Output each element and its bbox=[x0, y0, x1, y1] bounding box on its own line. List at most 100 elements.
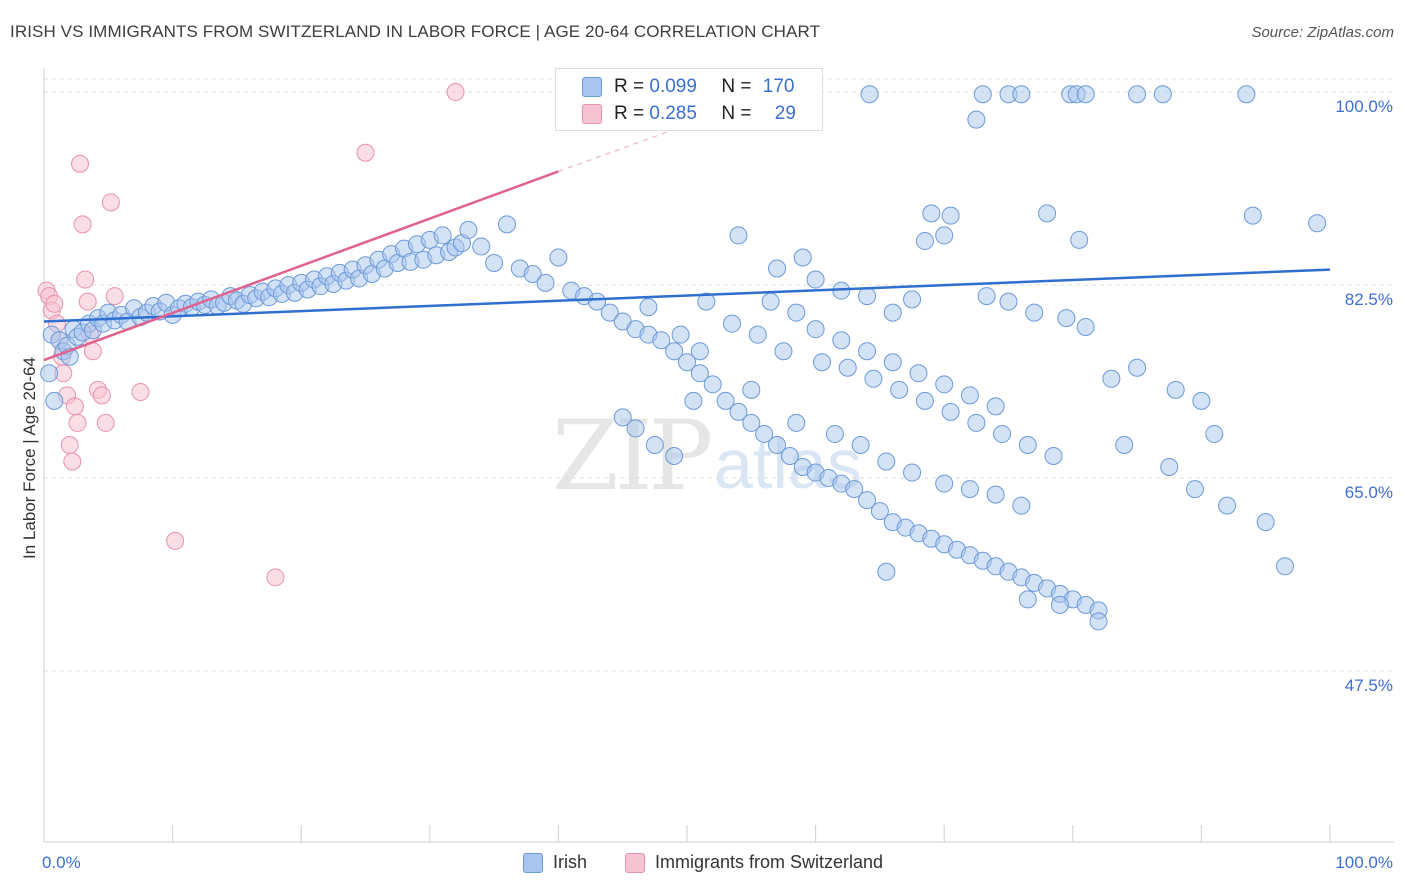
irish-point bbox=[1205, 424, 1224, 443]
irish-point bbox=[768, 435, 787, 454]
irish-point bbox=[1050, 595, 1069, 614]
swiss-point bbox=[446, 83, 465, 102]
irish-point bbox=[690, 364, 709, 383]
swiss-trend-line bbox=[43, 170, 559, 362]
legend-item-irish: Irish bbox=[523, 852, 587, 873]
source-label: Source: ZipAtlas.com bbox=[1251, 24, 1394, 41]
y-tick-label: 100.0% bbox=[1335, 97, 1393, 116]
n-label: N = bbox=[721, 76, 752, 97]
trend-lines bbox=[43, 110, 1331, 362]
irish-point bbox=[723, 314, 742, 333]
swiss-point bbox=[131, 383, 150, 402]
swiss-point bbox=[166, 531, 185, 550]
irish-point bbox=[485, 254, 504, 272]
tick-labels: 47.5% 65.0% 82.5% 100.0% 0.0% 100.0% bbox=[42, 97, 1393, 872]
irish-point bbox=[973, 85, 992, 104]
irish-point bbox=[1012, 85, 1031, 104]
r-label: R = bbox=[614, 76, 645, 97]
irish-point bbox=[935, 226, 954, 245]
irish-point bbox=[858, 491, 877, 510]
irish-point bbox=[1038, 204, 1057, 223]
irish-point bbox=[1018, 590, 1037, 609]
swiss-point bbox=[45, 294, 64, 313]
swiss-point bbox=[92, 386, 111, 405]
axes bbox=[43, 68, 1394, 843]
irish-point bbox=[986, 485, 1005, 504]
irish-point bbox=[587, 292, 606, 311]
x-tick-label-end: 100.0% bbox=[1335, 853, 1393, 872]
swiss-point bbox=[101, 193, 120, 212]
irish-point bbox=[774, 342, 793, 361]
irish-point bbox=[472, 237, 491, 256]
r-label: R = bbox=[614, 103, 645, 124]
irish-point bbox=[742, 413, 761, 432]
irish-point bbox=[600, 303, 619, 322]
swiss-point bbox=[96, 413, 115, 432]
irish-point bbox=[1308, 214, 1327, 233]
irish-point bbox=[960, 480, 979, 499]
irish-point bbox=[684, 391, 703, 410]
irish-point bbox=[1115, 435, 1134, 454]
irish-point bbox=[665, 447, 684, 465]
irish-point bbox=[1102, 369, 1121, 388]
irish-point bbox=[1153, 85, 1172, 104]
irish-point bbox=[858, 287, 877, 306]
irish-point bbox=[915, 391, 934, 410]
chart-title: IRISH VS IMMIGRANTS FROM SWITZERLAND IN … bbox=[10, 22, 821, 41]
irish-point bbox=[993, 424, 1012, 443]
irish-point bbox=[941, 402, 960, 421]
irish-point bbox=[716, 391, 735, 410]
irish-points-group bbox=[40, 85, 1327, 631]
irish-point bbox=[1128, 85, 1147, 104]
irish-point bbox=[1160, 458, 1179, 477]
irish-point bbox=[903, 290, 922, 309]
irish-point bbox=[864, 369, 883, 388]
swiss-point bbox=[60, 435, 79, 454]
swiss-point bbox=[63, 452, 82, 471]
irish-point bbox=[1243, 206, 1262, 225]
irish-trend-line bbox=[43, 268, 1331, 323]
irish-point bbox=[787, 303, 806, 322]
irish-point bbox=[960, 386, 979, 405]
irish-point bbox=[742, 380, 761, 399]
irish-point bbox=[986, 397, 1005, 416]
irish-point bbox=[536, 273, 555, 292]
irish-point bbox=[1128, 358, 1147, 377]
stats-row-swiss: R = 0.285 N = 29 bbox=[582, 101, 796, 127]
irish-point bbox=[860, 85, 879, 104]
swiss-point bbox=[266, 568, 285, 587]
irish-point bbox=[549, 248, 568, 267]
irish-point bbox=[1076, 85, 1095, 104]
irish-point bbox=[977, 287, 996, 306]
irish-point bbox=[1218, 496, 1237, 515]
stats-legend: R = 0.099 N = 170 R = 0.285 N = 29 bbox=[555, 68, 823, 131]
irish-legend-swatch bbox=[523, 852, 543, 873]
r-value: 0.099 bbox=[649, 76, 697, 97]
irish-point bbox=[613, 408, 632, 427]
r-value: 0.285 bbox=[649, 103, 697, 124]
watermark-zip: ZIP bbox=[552, 400, 713, 512]
irish-point bbox=[935, 474, 954, 493]
irish-point bbox=[697, 292, 716, 311]
bottom-legend: Irish Immigrants from Switzerland bbox=[0, 852, 1406, 878]
n-value: 29 bbox=[774, 103, 796, 124]
swiss-point bbox=[71, 154, 90, 173]
swiss-point bbox=[73, 215, 92, 234]
irish-point bbox=[806, 270, 825, 289]
swiss-point bbox=[68, 413, 87, 432]
irish-point bbox=[883, 353, 902, 372]
irish-point bbox=[851, 435, 870, 454]
irish-point bbox=[793, 248, 812, 267]
swiss-point bbox=[105, 287, 124, 306]
irish-point bbox=[1192, 391, 1211, 410]
irish-swatch bbox=[582, 77, 602, 97]
legend-label-swiss: Immigrants from Switzerland bbox=[655, 852, 884, 872]
irish-point bbox=[922, 204, 941, 223]
irish-point bbox=[1256, 513, 1275, 532]
irish-point bbox=[909, 364, 928, 383]
irish-point bbox=[761, 292, 780, 311]
irish-point bbox=[967, 110, 986, 129]
irish-point bbox=[433, 226, 452, 245]
irish-point bbox=[1018, 435, 1037, 454]
